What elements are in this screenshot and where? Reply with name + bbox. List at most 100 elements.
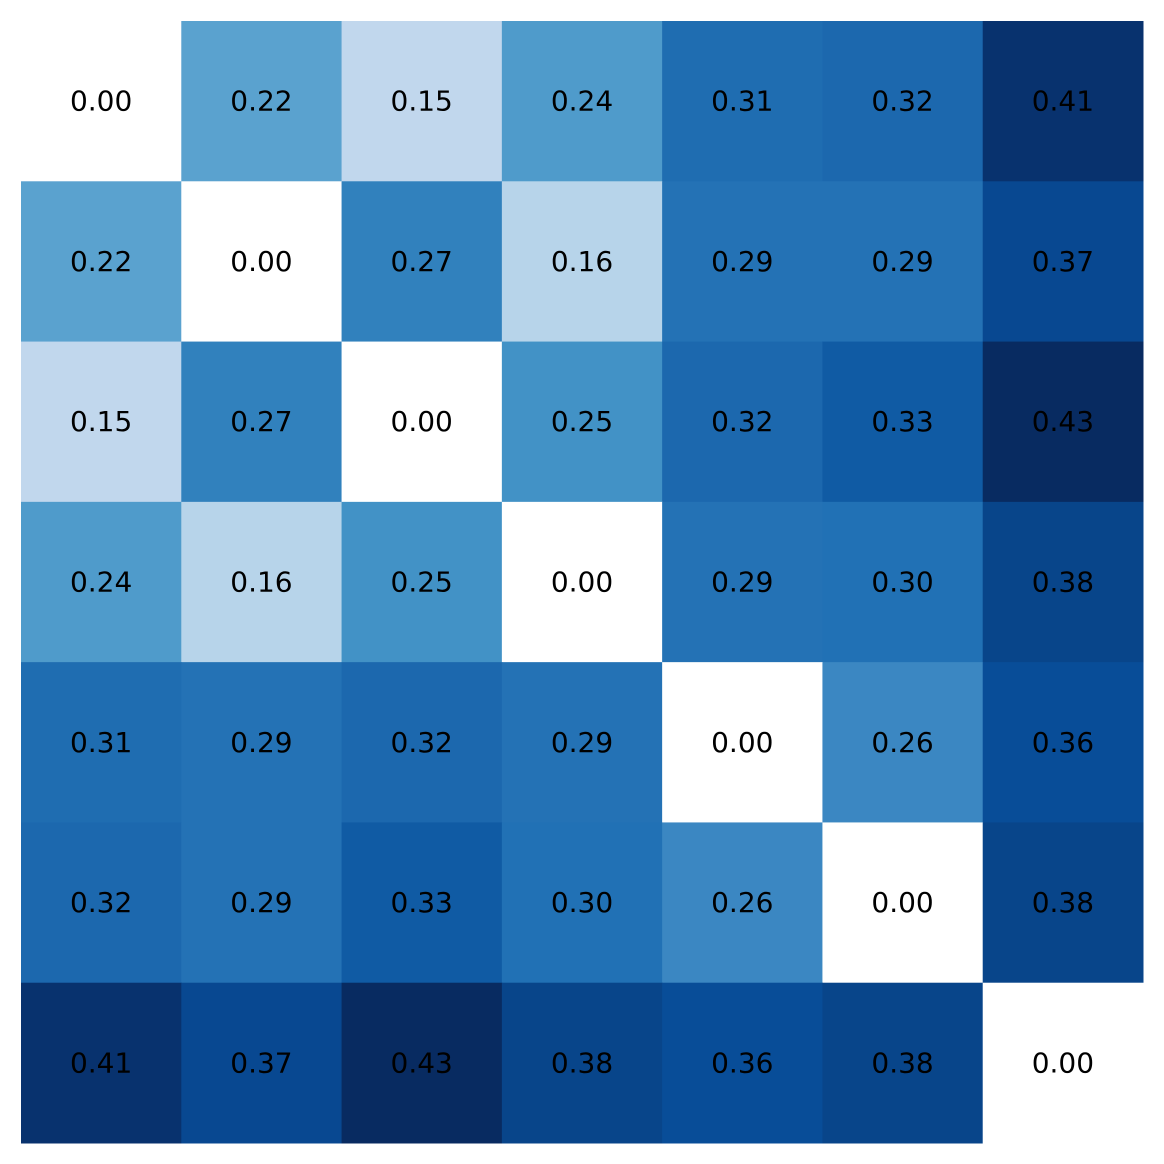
heatmap-cell-r1-c1 xyxy=(181,181,343,343)
heatmap-cell-label-r0-c3: 0.24 xyxy=(551,85,613,118)
heatmap-cell-label-r3-c3: 0.00 xyxy=(551,566,613,599)
heatmap-cell-r6-c3 xyxy=(501,982,663,1144)
heatmap-cell-label-r6-c2: 0.43 xyxy=(391,1046,453,1079)
heatmap-cell-r1-c2 xyxy=(341,181,503,343)
heatmap-cell-label-r0-c5: 0.32 xyxy=(871,85,933,118)
heatmap-cell-r1-c0 xyxy=(21,181,182,343)
heatmap-cell-r4-c0 xyxy=(21,662,182,823)
heatmap-cell-r0-c3 xyxy=(501,21,663,182)
heatmap-cell-label-r1-c1: 0.00 xyxy=(230,245,292,278)
heatmap-cell-label-r1-c5: 0.29 xyxy=(871,245,933,278)
heatmap-cell-r3-c0 xyxy=(21,501,182,663)
heatmap-cell-label-r5-c4: 0.26 xyxy=(711,886,773,919)
heatmap-cells xyxy=(21,21,1144,1144)
heatmap-cell-r2-c5 xyxy=(822,341,984,503)
heatmap-cell-label-r4-c6: 0.36 xyxy=(1032,726,1094,759)
heatmap-cell-r0-c6 xyxy=(982,21,1144,182)
heatmap-cell-r3-c6 xyxy=(982,501,1144,663)
heatmap-cell-r4-c6 xyxy=(982,662,1144,823)
heatmap-cell-r4-c2 xyxy=(341,662,503,823)
heatmap-cell-r2-c6 xyxy=(982,341,1144,503)
heatmap-cell-label-r4-c5: 0.26 xyxy=(871,726,933,759)
heatmap-cell-r5-c2 xyxy=(341,822,503,984)
heatmap-cell-label-r0-c6: 0.41 xyxy=(1032,85,1094,118)
heatmap-cell-label-r3-c4: 0.29 xyxy=(711,566,773,599)
heatmap-cell-r2-c4 xyxy=(662,341,823,503)
heatmap-cell-label-r1-c6: 0.37 xyxy=(1032,245,1094,278)
heatmap-cell-r4-c4 xyxy=(662,662,823,823)
heatmap-cell-label-r4-c1: 0.29 xyxy=(230,726,292,759)
heatmap-cell-r2-c1 xyxy=(181,341,343,503)
heatmap-cell-r0-c0 xyxy=(21,21,182,182)
heatmap-cell-label-r6-c3: 0.38 xyxy=(551,1046,613,1079)
heatmap-cell-r0-c4 xyxy=(662,21,823,182)
heatmap-cell-r6-c0 xyxy=(21,982,182,1144)
heatmap-cell-r5-c5 xyxy=(822,822,984,984)
heatmap-cell-label-r1-c4: 0.29 xyxy=(711,245,773,278)
heatmap-cell-r2-c2 xyxy=(341,341,503,503)
heatmap-cell-label-r4-c3: 0.29 xyxy=(551,726,613,759)
heatmap-cell-label-r1-c2: 0.27 xyxy=(391,245,453,278)
heatmap-cell-label-r5-c1: 0.29 xyxy=(230,886,292,919)
heatmap-cell-label-r4-c0: 0.31 xyxy=(70,726,132,759)
heatmap-cell-label-r6-c0: 0.41 xyxy=(70,1046,132,1079)
heatmap-cell-r4-c3 xyxy=(501,662,663,823)
heatmap-cell-label-r6-c6: 0.00 xyxy=(1032,1046,1094,1079)
heatmap-cell-label-r1-c0: 0.22 xyxy=(70,245,132,278)
heatmap-cell-label-r5-c5: 0.00 xyxy=(871,886,933,919)
heatmap-cell-r1-c6 xyxy=(982,181,1144,343)
heatmap-cell-label-r5-c6: 0.38 xyxy=(1032,886,1094,919)
heatmap-cell-label-r3-c1: 0.16 xyxy=(230,566,292,599)
heatmap-cell-r2-c3 xyxy=(501,341,663,503)
heatmap-cell-label-r2-c0: 0.15 xyxy=(70,405,132,438)
heatmap-cell-label-r0-c4: 0.31 xyxy=(711,85,773,118)
heatmap-cell-label-r2-c6: 0.43 xyxy=(1032,405,1094,438)
heatmap-cell-r0-c1 xyxy=(181,21,343,182)
heatmap-cell-label-r2-c2: 0.00 xyxy=(391,405,453,438)
heatmap-cell-r6-c5 xyxy=(822,982,984,1144)
heatmap-cell-r0-c5 xyxy=(822,21,984,182)
heatmap-cell-label-r3-c5: 0.30 xyxy=(871,566,933,599)
heatmap-cell-r6-c2 xyxy=(341,982,503,1144)
heatmap-cell-r6-c6 xyxy=(982,982,1144,1144)
heatmap-cell-r3-c5 xyxy=(822,501,984,663)
heatmap-cell-r5-c1 xyxy=(181,822,343,984)
heatmap-cell-r3-c3 xyxy=(501,501,663,663)
heatmap-cell-label-r2-c5: 0.33 xyxy=(871,405,933,438)
heatmap-cell-r5-c3 xyxy=(501,822,663,984)
heatmap-cell-r5-c6 xyxy=(982,822,1144,984)
heatmap-cell-r5-c4 xyxy=(662,822,823,984)
heatmap-cell-r3-c2 xyxy=(341,501,503,663)
heatmap-cell-label-r6-c4: 0.36 xyxy=(711,1046,773,1079)
heatmap-cell-label-r6-c1: 0.37 xyxy=(230,1046,292,1079)
heatmap-cell-label-r0-c2: 0.15 xyxy=(391,85,453,118)
heatmap-cell-label-r4-c4: 0.00 xyxy=(711,726,773,759)
heatmap-cell-label-r2-c1: 0.27 xyxy=(230,405,292,438)
heatmap-cell-r6-c4 xyxy=(662,982,823,1144)
heatmap-cell-r4-c5 xyxy=(822,662,984,823)
heatmap-cell-label-r3-c0: 0.24 xyxy=(70,566,132,599)
heatmap-cell-r2-c0 xyxy=(21,341,182,503)
heatmap-cell-label-r3-c2: 0.25 xyxy=(391,566,453,599)
heatmap-cell-label-r2-c4: 0.32 xyxy=(711,405,773,438)
heatmap-cell-r6-c1 xyxy=(181,982,343,1144)
heatmap-cell-label-r6-c5: 0.38 xyxy=(871,1046,933,1079)
heatmap-cell-label-r3-c6: 0.38 xyxy=(1032,566,1094,599)
heatmap-cell-r3-c1 xyxy=(181,501,343,663)
heatmap-cell-r0-c2 xyxy=(341,21,503,182)
heatmap-cell-label-r5-c3: 0.30 xyxy=(551,886,613,919)
heatmap-cell-r1-c5 xyxy=(822,181,984,343)
heatmap-cell-r5-c0 xyxy=(21,822,182,984)
heatmap-cell-r3-c4 xyxy=(662,501,823,663)
heatmap-cell-label-r5-c2: 0.33 xyxy=(391,886,453,919)
heatmap-cell-r1-c4 xyxy=(662,181,823,343)
heatmap-cell-label-r1-c3: 0.16 xyxy=(551,245,613,278)
heatmap-cell-labels: 0.00 0.22 0.15 0.24 0.31 0.32 0.41 0.22 0.00 0.27… xyxy=(70,85,1094,1080)
heatmap-cell-label-r0-c1: 0.22 xyxy=(230,85,292,118)
heatmap-cell-r4-c1 xyxy=(181,662,343,823)
heatmap-cell-label-r4-c2: 0.32 xyxy=(391,726,453,759)
heatmap-cell-label-r2-c3: 0.25 xyxy=(551,405,613,438)
heatmap-cell-label-r0-c0: 0.00 xyxy=(70,85,132,118)
heatmap-cell-r1-c3 xyxy=(501,181,663,343)
